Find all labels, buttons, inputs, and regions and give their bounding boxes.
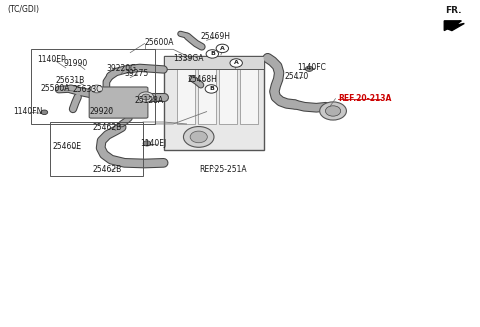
Text: A: A — [234, 60, 239, 65]
Text: 1140EJ: 1140EJ — [140, 139, 166, 148]
Text: 1140FN: 1140FN — [13, 107, 43, 116]
Circle shape — [91, 85, 103, 93]
Text: 25460E: 25460E — [53, 142, 82, 151]
Text: A: A — [220, 46, 225, 51]
Circle shape — [320, 102, 347, 120]
Text: FR.: FR. — [445, 6, 462, 15]
Bar — [164, 56, 264, 150]
Polygon shape — [445, 21, 464, 30]
Circle shape — [325, 106, 341, 116]
Text: 25600A: 25600A — [144, 38, 174, 47]
Text: 39220G: 39220G — [107, 64, 136, 73]
Text: 25469H: 25469H — [201, 32, 231, 41]
Text: B: B — [210, 51, 215, 57]
Text: 25128A: 25128A — [134, 96, 163, 105]
Text: 25468H: 25468H — [188, 75, 217, 84]
Text: 25462B: 25462B — [92, 123, 121, 132]
Circle shape — [183, 127, 214, 147]
Bar — [177, 62, 195, 124]
FancyBboxPatch shape — [89, 87, 148, 118]
Circle shape — [41, 110, 48, 114]
Text: 1140EP: 1140EP — [37, 55, 66, 63]
Text: 25500A: 25500A — [41, 84, 71, 94]
Text: 39275: 39275 — [124, 69, 149, 78]
Text: 25633C: 25633C — [72, 85, 101, 94]
Text: (TC/GDI): (TC/GDI) — [7, 5, 39, 14]
Circle shape — [305, 66, 313, 71]
Bar — [240, 62, 258, 124]
Circle shape — [205, 85, 217, 93]
Circle shape — [206, 50, 218, 58]
Text: 29920: 29920 — [90, 107, 114, 116]
Text: REF.20-213A: REF.20-213A — [338, 94, 391, 102]
Circle shape — [230, 59, 242, 67]
Text: B: B — [209, 86, 214, 92]
Circle shape — [216, 44, 228, 53]
Circle shape — [190, 131, 207, 143]
Bar — [50, 122, 143, 176]
Text: 25462B: 25462B — [92, 165, 121, 175]
Text: 25470: 25470 — [284, 72, 309, 81]
Bar — [31, 49, 155, 124]
Text: 91990: 91990 — [63, 60, 88, 68]
Circle shape — [143, 141, 151, 146]
Bar — [164, 56, 264, 69]
Circle shape — [142, 94, 150, 100]
Text: 1140FC: 1140FC — [297, 63, 326, 72]
Text: 1339GA: 1339GA — [173, 54, 204, 63]
Polygon shape — [444, 21, 461, 30]
Text: REF.25-251A: REF.25-251A — [199, 165, 247, 174]
Circle shape — [138, 92, 154, 102]
Text: 25631B: 25631B — [55, 76, 84, 85]
Bar — [219, 62, 237, 124]
Bar — [198, 62, 216, 124]
